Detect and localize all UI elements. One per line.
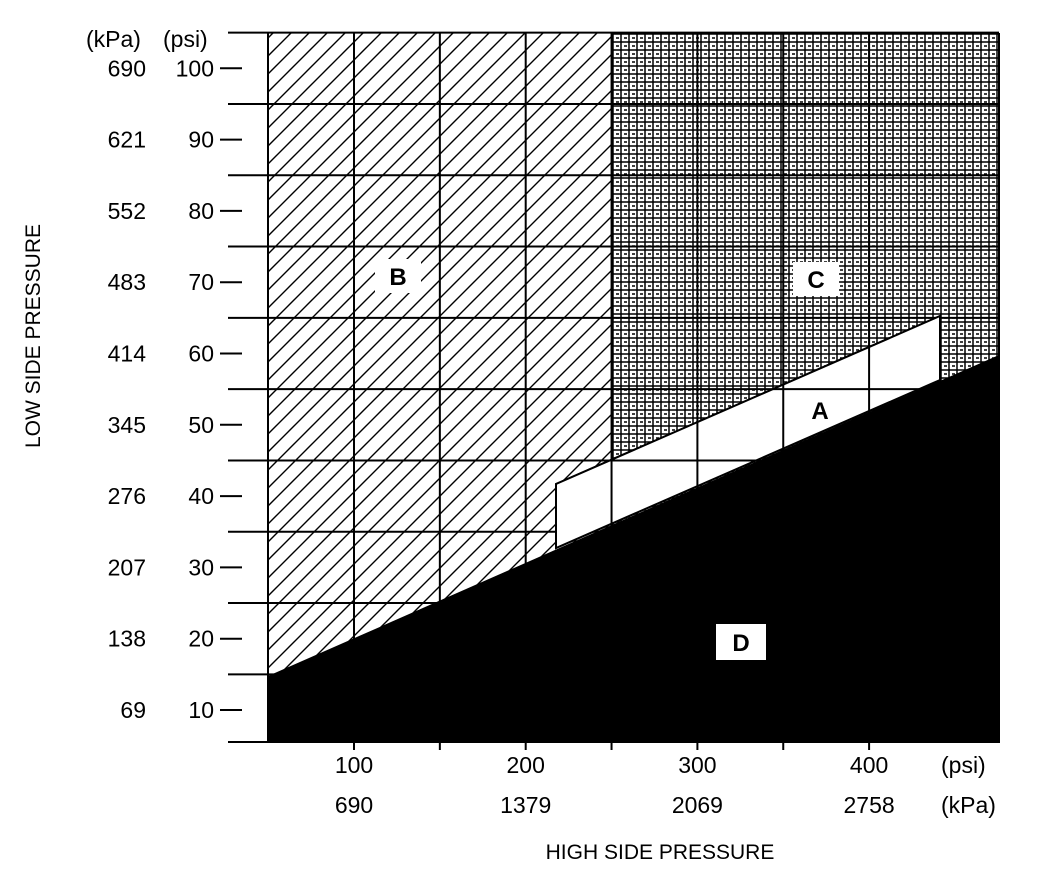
region-d-area: [268, 355, 999, 742]
y-tick-label-kpa: 483: [108, 269, 146, 295]
y-tick-label-psi: 90: [188, 127, 214, 153]
y-unit-kpa-label: (kPa): [86, 26, 141, 52]
x-axis-ticks: 100 690 200 1379 300 2069 400 2758: [335, 742, 895, 818]
y-tick-label-psi: 50: [188, 412, 214, 438]
x-unit-psi-label: (psi): [941, 752, 986, 778]
region-b-label: B: [375, 259, 421, 293]
grid-lines: [267, 31, 1000, 742]
y-tick-label-kpa: 414: [108, 341, 147, 367]
x-tick-label-kpa: 2069: [672, 792, 723, 818]
y-unit-psi-label: (psi): [163, 26, 208, 52]
svg-text:D: D: [732, 630, 749, 657]
y-tick-label-psi: 10: [188, 697, 214, 723]
y-tick-label-kpa: 69: [120, 697, 146, 723]
y-tick-label-kpa: 138: [108, 626, 146, 652]
x-tick-label-psi: 200: [507, 752, 545, 778]
region-d-label: D: [716, 624, 766, 660]
x-tick-label-kpa: 2758: [844, 792, 895, 818]
x-tick-label-psi: 400: [850, 752, 888, 778]
x-tick-label-psi: 100: [335, 752, 373, 778]
region-a-grid: [555, 314, 941, 550]
region-a-label: A: [811, 398, 828, 425]
y-tick-label-psi: 20: [188, 626, 214, 652]
svg-text:B: B: [389, 264, 406, 291]
x-unit-kpa-label: (kPa): [941, 792, 996, 818]
y-tick-label-psi: 40: [188, 483, 214, 509]
y-tick-label-kpa: 690: [108, 55, 146, 81]
y-tick-label-kpa: 207: [108, 554, 146, 580]
y-tick-label-psi: 70: [188, 269, 214, 295]
y-axis-ticks: 10 69 20 138 30 207 40 276 50 345 60 414 70 483 80 552 9…: [108, 31, 268, 723]
x-tick-label-psi: 300: [678, 752, 716, 778]
region-c-label: C: [793, 262, 839, 296]
y-tick-label-kpa: 345: [108, 412, 146, 438]
x-axis-title: HIGH SIDE PRESSURE: [546, 841, 775, 864]
y-tick-label-psi: 80: [188, 198, 214, 224]
x-tick-label-kpa: 690: [335, 792, 373, 818]
y-tick-label-psi: 100: [176, 55, 214, 81]
y-tick-label-kpa: 276: [108, 483, 146, 509]
svg-text:A: A: [811, 398, 828, 425]
y-axis-title: LOW SIDE PRESSURE: [22, 224, 45, 448]
y-tick-label-kpa: 621: [108, 127, 146, 153]
svg-text:C: C: [807, 267, 824, 294]
y-tick-label-psi: 30: [188, 554, 214, 580]
y-tick-label-psi: 60: [188, 341, 214, 367]
y-tick-label-kpa: 552: [108, 198, 146, 224]
x-tick-label-kpa: 1379: [500, 792, 551, 818]
